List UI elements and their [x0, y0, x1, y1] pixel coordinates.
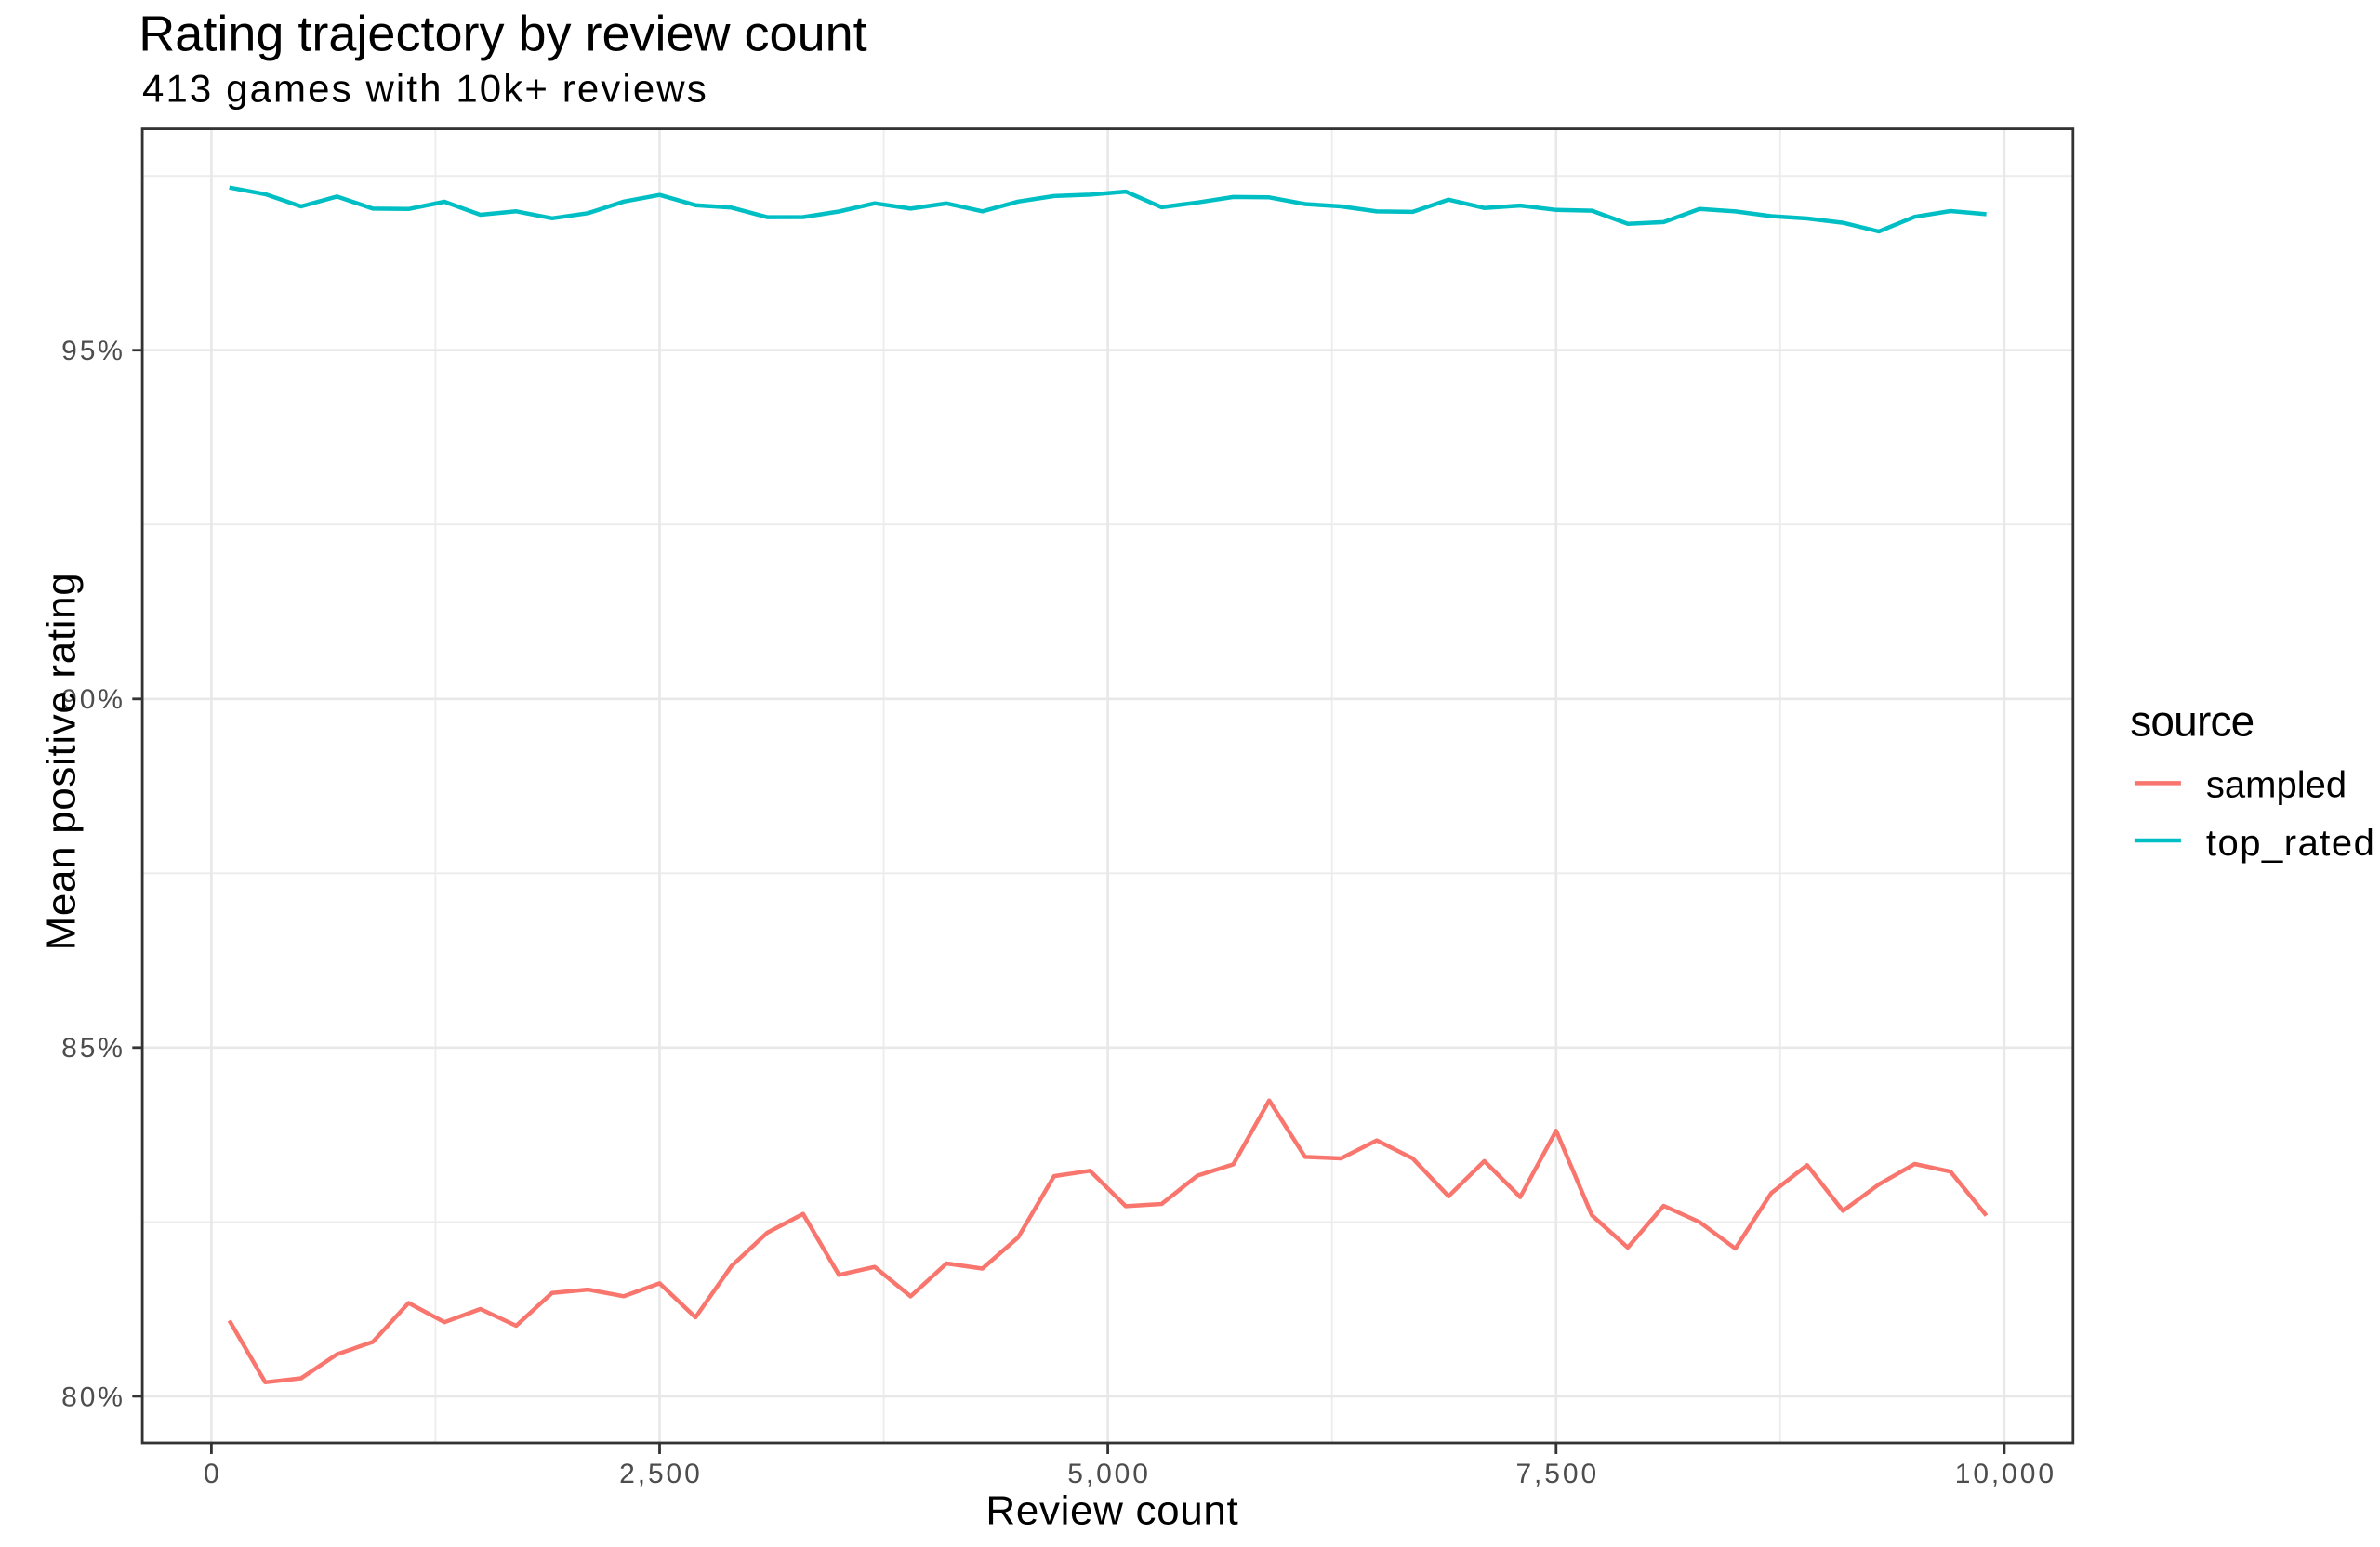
svg-text:sampled: sampled [2206, 765, 2347, 806]
svg-text:413 games with 10k+ reviews: 413 games with 10k+ reviews [142, 67, 708, 111]
svg-text:Mean positive rating: Mean positive rating [39, 573, 85, 951]
svg-text:Rating trajectory by review co: Rating trajectory by review count [139, 7, 866, 62]
svg-text:Review count: Review count [985, 1488, 1238, 1533]
svg-text:85%: 85% [61, 1033, 126, 1064]
svg-text:5,000: 5,000 [1067, 1459, 1151, 1489]
svg-text:0: 0 [204, 1459, 222, 1489]
svg-text:2,500: 2,500 [619, 1459, 703, 1489]
svg-text:90%: 90% [61, 684, 126, 715]
svg-text:source: source [2130, 696, 2254, 745]
svg-text:10,000: 10,000 [1955, 1459, 2056, 1489]
svg-text:7,500: 7,500 [1515, 1459, 1599, 1489]
svg-text:80%: 80% [61, 1382, 126, 1412]
svg-text:95%: 95% [61, 336, 126, 366]
svg-text:top_rated: top_rated [2206, 823, 2376, 864]
